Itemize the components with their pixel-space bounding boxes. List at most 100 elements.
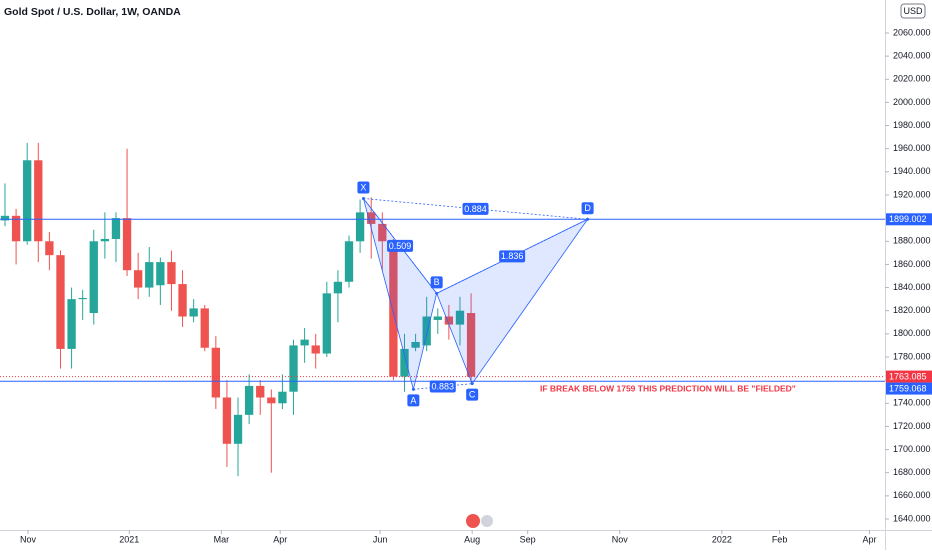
candle-body (466, 313, 476, 377)
point-label: X (360, 182, 366, 192)
candle-body (411, 341, 420, 348)
point-box (407, 394, 420, 407)
overlay: 0.509 0.884 1.836 0.883 X A B C D (0, 181, 885, 407)
ratio-label: 1.836 (501, 251, 524, 261)
candle-body (378, 223, 387, 242)
candle-body (333, 281, 343, 294)
ratio-box (462, 202, 489, 215)
candle-body (67, 299, 76, 349)
candle-body (267, 397, 276, 404)
candle-body (78, 297, 87, 300)
price-tag-label: 1899.002 (889, 214, 927, 224)
y-tick-label: 1740.000 (893, 398, 931, 408)
y-tick-label: 1700.000 (893, 444, 931, 454)
pattern-point (361, 196, 365, 200)
candle-body (278, 391, 287, 404)
y-tick-label: 1840.000 (893, 282, 931, 292)
y-tick-label: 1820.000 (893, 305, 931, 315)
candle-body (167, 262, 176, 285)
logo (466, 514, 493, 528)
y-tick-label: 2020.000 (893, 74, 931, 84)
plot-area (0, 142, 476, 477)
x-tick-label: Aug (464, 534, 480, 544)
x-tick-label: Nov (20, 534, 37, 544)
x-tick-label: Jun (373, 534, 388, 544)
ratio-label: 0.509 (389, 241, 412, 251)
y-tick-label: 1780.000 (893, 351, 931, 361)
price-tag-label: 1759.068 (889, 383, 927, 393)
candle-body (256, 385, 265, 398)
y-tick-label: 1660.000 (893, 490, 931, 500)
ratio-box (499, 250, 526, 263)
candle-body (200, 308, 209, 348)
y-tick-label: 1940.000 (893, 166, 931, 176)
x-tick-label: Feb (772, 534, 788, 544)
point-label: C (469, 389, 476, 399)
candle-body (89, 241, 98, 314)
point-label: B (434, 277, 440, 287)
x-tick-label: Sep (520, 534, 536, 544)
candle-body (444, 316, 454, 325)
pattern-point (586, 217, 590, 221)
point-box (357, 181, 370, 194)
candle-body (222, 397, 232, 444)
candle-body (233, 414, 243, 444)
x-tick-label: Apr (862, 534, 876, 544)
candle-body (367, 212, 376, 224)
ratio-label: 0.884 (464, 204, 487, 214)
y-tick-label: 1800.000 (893, 328, 931, 338)
candle-body (56, 255, 65, 349)
candle-body (300, 339, 309, 346)
x-tick-label: 2022 (712, 534, 732, 544)
candle-body (178, 284, 187, 317)
x-tick-label: Mar (214, 534, 230, 544)
pattern-point (435, 291, 439, 295)
candle-body (389, 243, 398, 377)
candle-body (322, 293, 331, 354)
candle-body (344, 241, 354, 282)
y-tick-label: 1860.000 (893, 259, 931, 269)
candle-body (34, 160, 43, 242)
pattern-point (470, 382, 474, 386)
pattern-point (411, 387, 415, 391)
point-label: A (410, 395, 416, 405)
candle-body (189, 308, 198, 317)
x-tick-label: Apr (273, 534, 287, 544)
price-tag (886, 370, 932, 383)
annotation: IF BREAK BELOW 1759 THIS PREDICTION WILL… (540, 383, 796, 393)
point-box (466, 388, 479, 401)
candle-body (111, 218, 121, 239)
price-tag-label: 1763.085 (889, 371, 927, 381)
candle-body (11, 215, 21, 242)
point-label: D (584, 203, 591, 213)
y-tick-label: 1880.000 (893, 236, 931, 246)
candle-body (0, 215, 10, 221)
candle-body (122, 218, 132, 271)
x-tick-label: 2021 (119, 534, 139, 544)
y-tick-label: 1680.000 (893, 467, 931, 477)
ratio-label: 0.883 (432, 381, 455, 391)
point-box (581, 202, 594, 215)
candle-body (145, 262, 154, 288)
candle-body (23, 160, 32, 242)
candle-body (289, 345, 298, 392)
currency-box[interactable] (900, 3, 926, 19)
candle-body (211, 347, 221, 398)
x-tick-label: Nov (612, 534, 629, 544)
y-tick-label: 2040.000 (893, 50, 931, 60)
candle-body (355, 212, 365, 242)
y-tick-label: 1640.000 (893, 513, 931, 523)
candle-body (133, 270, 143, 288)
currency[interactable]: USD (903, 6, 923, 16)
candle-body (433, 316, 442, 320)
y-tick-label: 2060.000 (893, 27, 931, 37)
y-tick-label: 1980.000 (893, 120, 931, 130)
candle-body (400, 348, 409, 377)
ratio-box (429, 380, 456, 393)
candle-body (455, 310, 465, 325)
candle-body (45, 241, 54, 256)
chart-title: Gold Spot / U.S. Dollar, 1W, OANDA (4, 6, 181, 18)
